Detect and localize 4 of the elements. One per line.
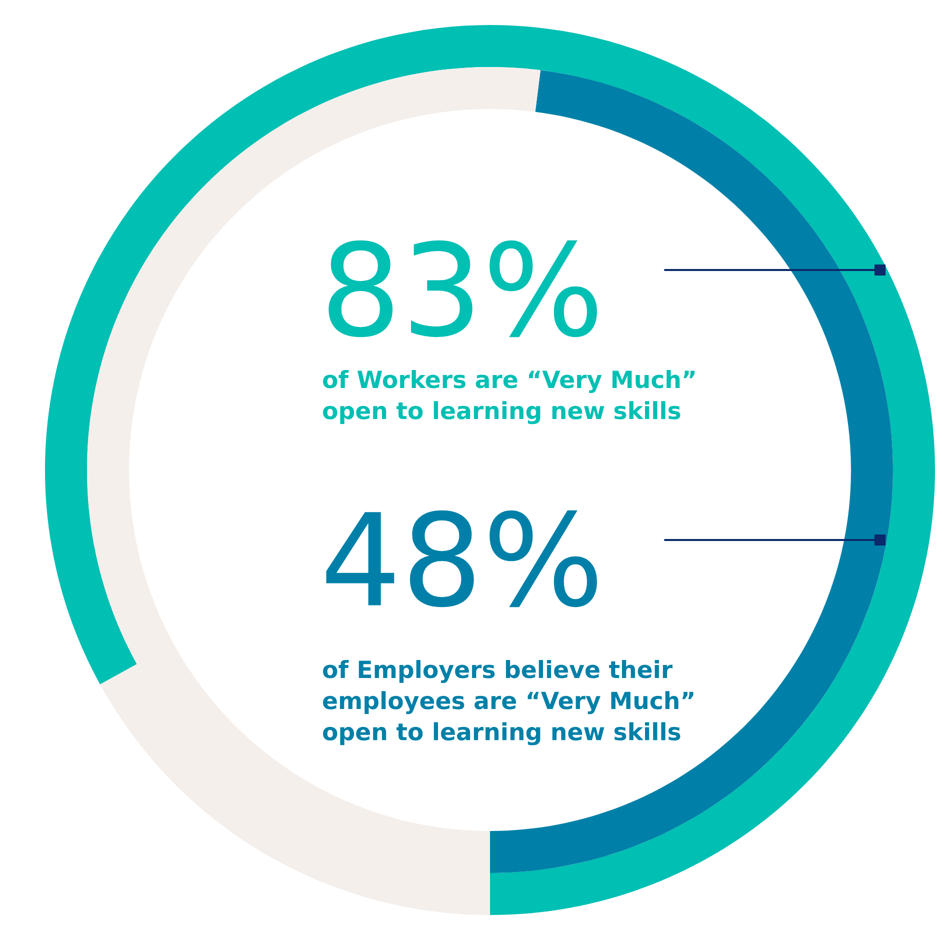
data-label: 83%: [328, 240, 597, 338]
data-label: 48%: [326, 510, 597, 608]
text: of Workers are “Very Much” open to learning new skills: [323, 370, 695, 424]
text: of Employers believe their employees are “Very Much” open to learning new skills: [323, 660, 694, 746]
